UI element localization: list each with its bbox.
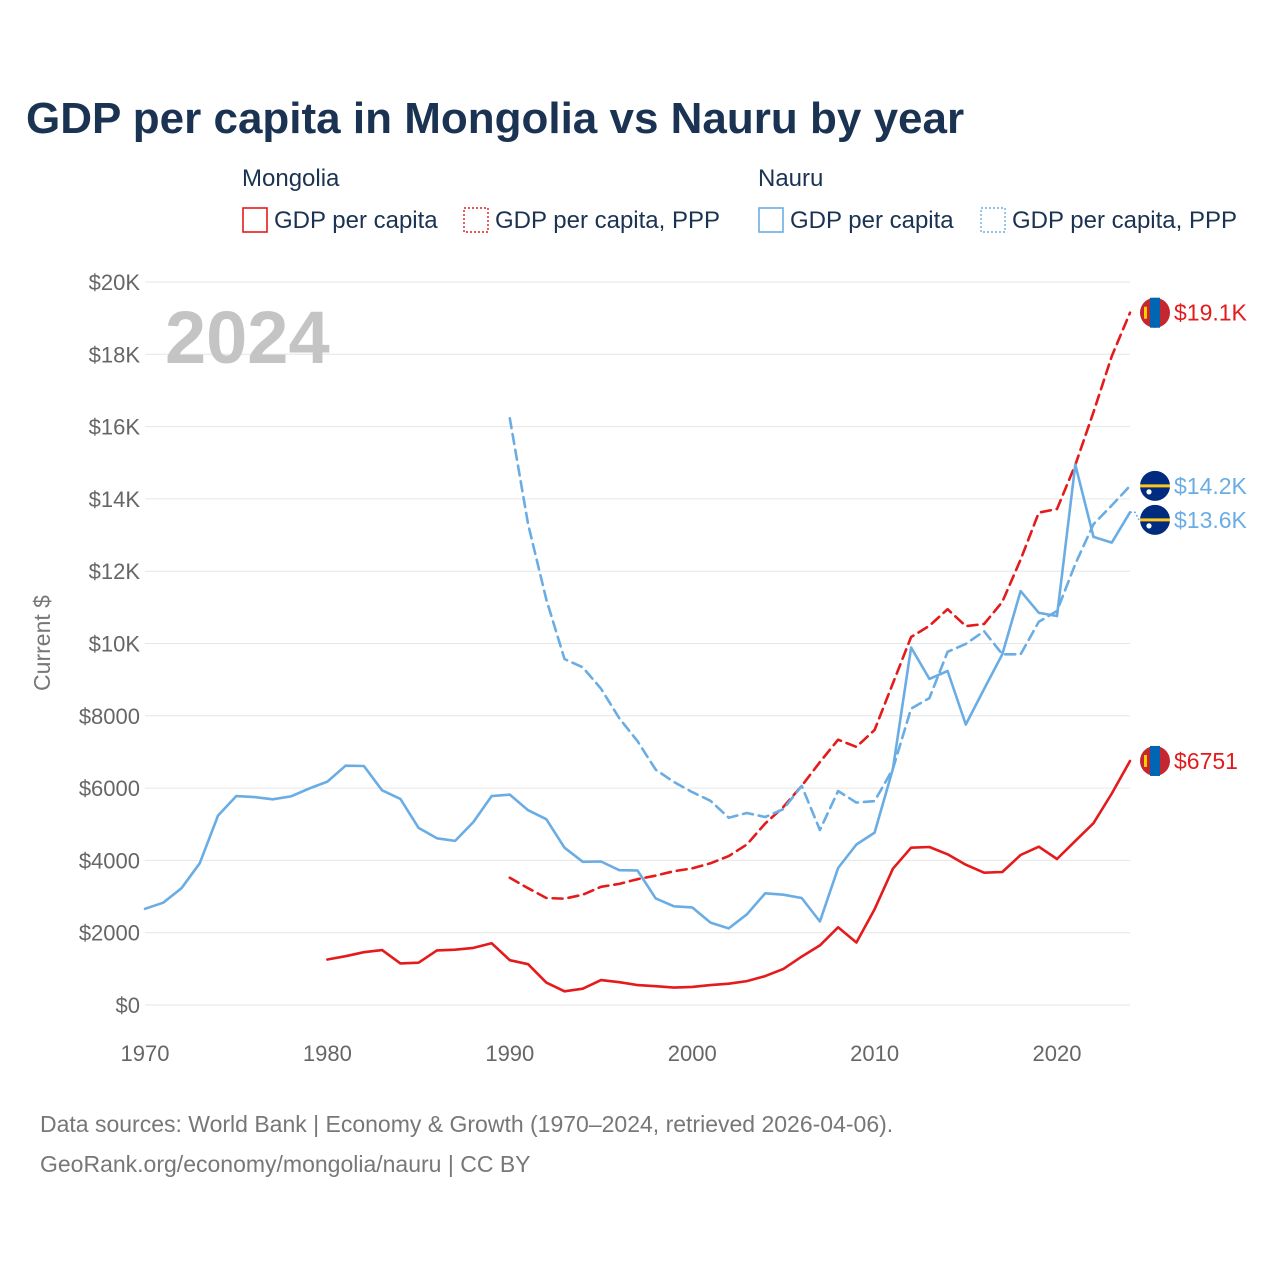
series-layer	[143, 311, 1132, 993]
y-tick-label: $2000	[79, 921, 140, 946]
y-tick-label: $12K	[89, 559, 141, 584]
end-label: $19.1K	[1174, 300, 1248, 326]
end-label: $14.2K	[1174, 473, 1248, 499]
y-tick-label: $10K	[89, 632, 141, 657]
x-axis-ticks: 1970 1980 1990 2000 2010 2020	[121, 1041, 1082, 1066]
end-marker-3: $14.2K	[1140, 470, 1248, 501]
y-tick-label: $8000	[79, 704, 140, 729]
legend-item-label: GDP per capita	[790, 207, 954, 234]
end-marker-0: $6751	[1140, 745, 1238, 776]
y-tick-label: $16K	[89, 415, 141, 440]
x-tick-label: 2010	[850, 1041, 899, 1066]
legend-item-label: GDP per capita, PPP	[495, 207, 720, 234]
legend: Mongolia GDP per capita GDP per capita, PP…	[242, 165, 1237, 234]
y-axis-ticks: $0 $2000 $4000 $6000 $8000 $10K $12K $14K $16K $1…	[79, 270, 141, 1018]
legend-item-label: GDP per capita	[274, 207, 438, 234]
y-tick-label: $4000	[79, 848, 140, 873]
legend-swatch	[758, 207, 784, 233]
y-tick-label: $6000	[79, 776, 140, 801]
y-tick-label: $20K	[89, 270, 141, 295]
end-marker-2: $13.6K	[1130, 504, 1248, 535]
chart-title: GDP per capita in Mongolia vs Nauru by y…	[26, 94, 964, 143]
series-line-0	[326, 759, 1132, 993]
end-marker-1: $19.1K	[1140, 297, 1248, 328]
series-line-2	[143, 463, 1132, 930]
legend-swatch	[463, 207, 489, 233]
grid-lines	[145, 281, 1130, 1006]
x-tick-label: 1970	[121, 1041, 170, 1066]
end-labels: $6751 $19.1K $13.6K $14.2K	[1130, 297, 1248, 776]
legend-group-mongolia: Mongolia	[242, 165, 340, 192]
series-line-1	[508, 311, 1132, 900]
y-tick-label: $0	[116, 993, 140, 1018]
source-line-2: GeoRank.org/economy/mongolia/nauru | CC …	[40, 1151, 531, 1177]
y-axis-label: Current $	[29, 595, 55, 691]
end-label: $13.6K	[1174, 507, 1248, 533]
y-tick-label: $18K	[89, 342, 141, 367]
legend-swatch	[242, 207, 268, 233]
year-label: 2024	[165, 296, 330, 379]
series-line-3	[508, 417, 1132, 832]
x-tick-label: 2020	[1033, 1041, 1082, 1066]
y-tick-label: $14K	[89, 487, 141, 512]
legend-group-nauru: Nauru	[758, 165, 823, 192]
end-label: $6751	[1174, 748, 1238, 774]
source-line-1: Data sources: World Bank | Economy & Gro…	[40, 1111, 893, 1137]
x-tick-label: 1980	[303, 1041, 352, 1066]
legend-item-label: GDP per capita, PPP	[1012, 207, 1237, 234]
legend-swatch	[980, 207, 1006, 233]
x-tick-label: 1990	[485, 1041, 534, 1066]
x-tick-label: 2000	[668, 1041, 717, 1066]
